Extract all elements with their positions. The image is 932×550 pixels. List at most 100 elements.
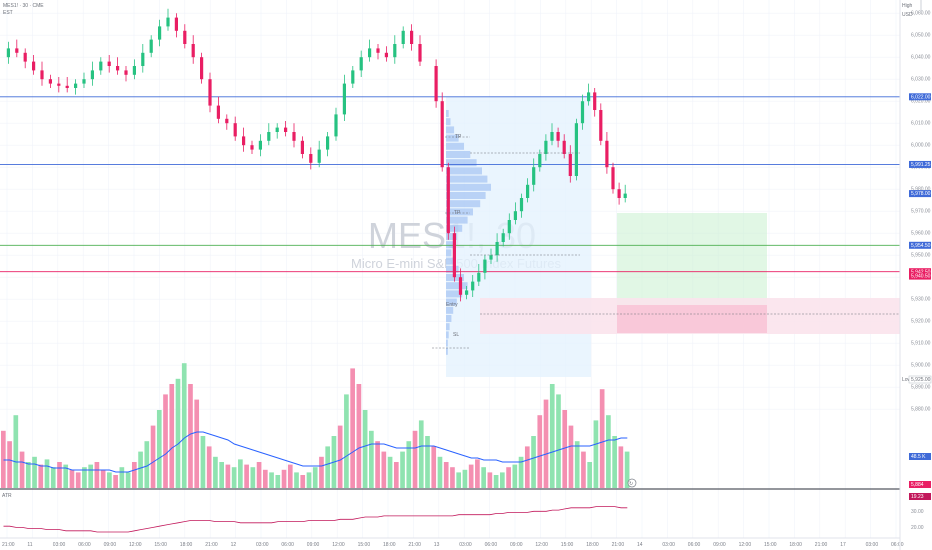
- volume-profile-bin: [446, 142, 464, 150]
- candle-body: [587, 92, 591, 102]
- candle-body: [158, 26, 162, 40]
- volume-bar: [356, 384, 362, 488]
- price-tick-label: 5,930.00: [911, 297, 931, 303]
- time-tick-label: 09:00: [510, 542, 523, 548]
- volume-profile-bin: [446, 315, 452, 322]
- time-tick-label: 03:00: [459, 542, 472, 548]
- price-tick-label: 5,950.00: [911, 253, 931, 259]
- volume-bar: [481, 467, 486, 488]
- time-tick-label: 21:00: [205, 542, 218, 548]
- volume-bar: [275, 475, 281, 488]
- candle-body: [384, 52, 388, 58]
- volume-profile-bin: [446, 167, 482, 175]
- candle-body: [116, 66, 120, 71]
- candle-body: [359, 57, 363, 71]
- candle-body: [258, 140, 262, 150]
- volume-bar: [194, 399, 200, 488]
- volume-bar: [406, 441, 412, 488]
- candle-body: [166, 17, 170, 27]
- candle-body: [623, 193, 627, 198]
- price-tags: 6,022.00 5,991.25 5,978.00 5,954.50 5,942.50…: [909, 93, 931, 280]
- volume-profile-zone: [446, 97, 591, 377]
- volume-profile-bin: [446, 290, 463, 298]
- volume-profile-bin: [446, 159, 477, 167]
- candle-body: [393, 44, 397, 58]
- price-tag-label: 5,954.50: [911, 243, 931, 249]
- volume-bar: [119, 467, 125, 488]
- volume-profile-bin: [446, 208, 473, 216]
- atr-title: ATR: [2, 493, 12, 499]
- volume-bar: [38, 464, 44, 488]
- volume-profile-bin: [446, 216, 468, 224]
- candle-body: [267, 132, 271, 141]
- candle-body: [562, 140, 566, 154]
- volume-bar: [225, 464, 231, 488]
- candle-body: [82, 79, 86, 84]
- volume-bar: [543, 399, 549, 488]
- volume-bar: [375, 441, 380, 488]
- candle-body: [124, 70, 128, 75]
- candle-body: [351, 70, 355, 84]
- candle-body: [208, 79, 212, 106]
- time-tick-label: 15:00: [764, 542, 777, 548]
- candle-body: [495, 242, 499, 256]
- candle-body: [556, 132, 560, 141]
- candle-body: [538, 154, 542, 168]
- volume-profile-bin: [446, 298, 457, 306]
- volume-bar: [574, 441, 580, 488]
- volume-bar: [468, 464, 474, 488]
- time-tick-label: 14: [637, 542, 643, 548]
- svg-text:↻: ↻: [629, 481, 633, 487]
- volume-profile-bin: [446, 339, 448, 347]
- price-scale[interactable]: 6,060.00 6,050.00 6,040.00 6,030.00 6,020.00…: [911, 11, 931, 413]
- volume-bar: [431, 446, 437, 488]
- candle-body: [6, 48, 10, 58]
- candle-body: [489, 255, 493, 260]
- volume-bar: [107, 472, 112, 488]
- time-tick-label: 15:00: [561, 542, 574, 548]
- volume-bar: [244, 464, 249, 488]
- candle-body: [376, 48, 380, 53]
- volume-bar: [82, 467, 87, 488]
- candle-body: [309, 154, 313, 163]
- volume-tags: 48.5 K 5,884: [909, 453, 931, 488]
- candle-body: [440, 101, 444, 168]
- candle-body: [507, 220, 511, 234]
- replay-icon[interactable]: ↻: [627, 478, 637, 488]
- price-tick-label: 6,060.00: [911, 11, 931, 17]
- volume-bar: [344, 394, 349, 488]
- price-tick-label: 5,960.00: [911, 231, 931, 237]
- volume-profile-bin: [446, 233, 457, 240]
- time-tick-label: 18:00: [789, 542, 802, 548]
- volume-bar: [437, 456, 443, 488]
- volume-bar: [325, 446, 331, 488]
- candle-body: [574, 123, 578, 176]
- price-tag-label: 5,942.50: [911, 269, 931, 275]
- volume-bar: [412, 430, 418, 488]
- candle-body: [292, 132, 296, 141]
- price-tag-label: 5,940.50: [911, 274, 931, 280]
- volume-bar: [581, 451, 586, 488]
- volume-bar: [512, 464, 518, 488]
- volume-bar: [337, 425, 343, 488]
- candle-body: [458, 277, 463, 295]
- volume-bar: [443, 462, 449, 488]
- volume-bar: [506, 467, 511, 488]
- volume-bar: [156, 410, 162, 488]
- stop-zone: [617, 305, 767, 333]
- volume-profile-bin: [446, 249, 452, 257]
- volume-bar: [131, 462, 137, 488]
- candle-body: [513, 211, 517, 220]
- price-tag-box: [909, 190, 931, 198]
- candle-body: [326, 136, 330, 150]
- volume-bar: [549, 384, 555, 488]
- time-tick-label: 21:00: [408, 542, 421, 548]
- time-tick-label: 03:00: [53, 542, 66, 548]
- volume-profile-bin: [446, 347, 448, 355]
- volume-bar: [175, 378, 181, 488]
- candle-body: [368, 48, 372, 58]
- volume-bar: [150, 425, 156, 488]
- volume-bar: [393, 462, 399, 488]
- time-tick-label: 09:00: [713, 542, 726, 548]
